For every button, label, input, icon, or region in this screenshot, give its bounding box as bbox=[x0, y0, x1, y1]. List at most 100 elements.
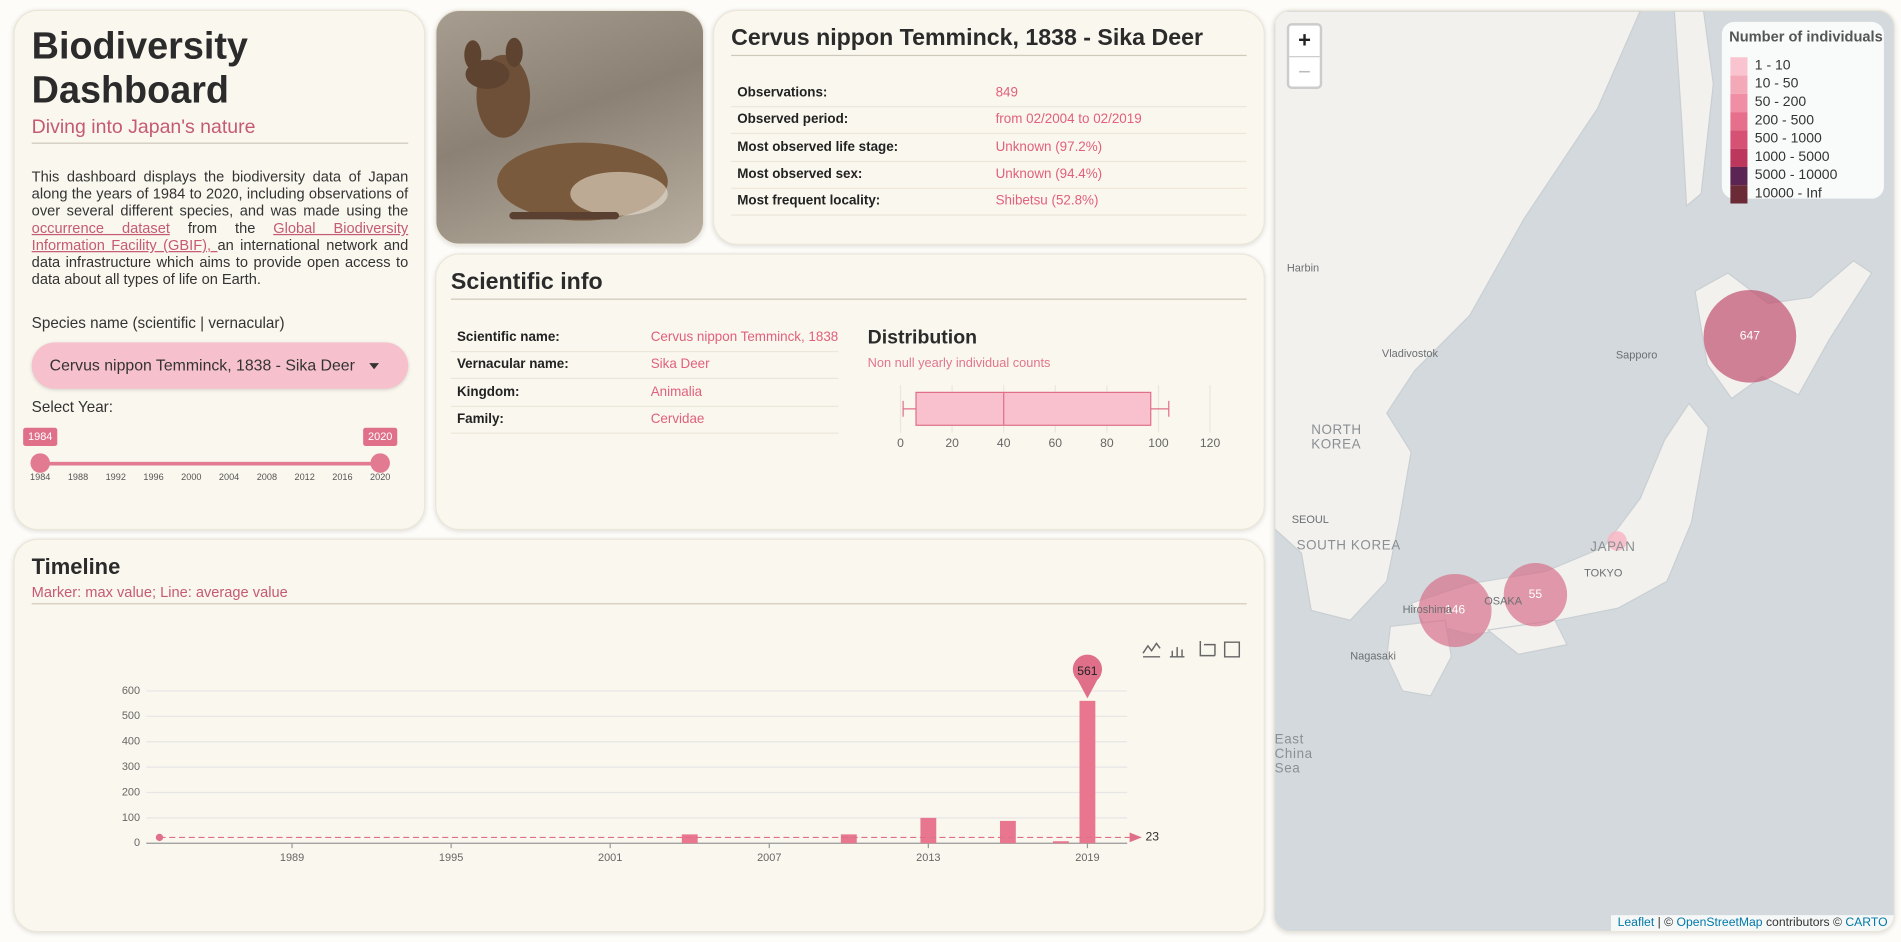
row-label: Most observed sex: bbox=[737, 166, 863, 182]
slider-value: 1984 bbox=[23, 427, 58, 447]
toolbox-icon[interactable] bbox=[1223, 641, 1241, 658]
x-tick-label: 2007 bbox=[757, 852, 781, 864]
zoom-in-button[interactable]: + bbox=[1289, 26, 1320, 58]
slider-handle[interactable] bbox=[370, 453, 390, 473]
y-tick-label: 600 bbox=[122, 685, 140, 697]
species-card bbox=[712, 9, 1265, 245]
max-label: 561 bbox=[1077, 664, 1098, 678]
place-label: JAPAN bbox=[1590, 539, 1636, 555]
place-label: Harbin bbox=[1286, 261, 1320, 275]
y-tick-label: 300 bbox=[122, 761, 140, 773]
timeline-rule bbox=[31, 603, 1247, 605]
zoom-out-button[interactable]: − bbox=[1298, 59, 1311, 85]
subtitle-rule bbox=[31, 142, 409, 144]
timeline-chart: 0 100 200 300 400 500 600 1989 1995 2001 2007 2013 2… bbox=[122, 640, 1241, 864]
map-legend: Number of individuals 1 - 10 10 - 50 50 - … bbox=[1721, 21, 1884, 204]
toolbox-icon[interactable] bbox=[1169, 647, 1185, 658]
x-tick-label: 1989 bbox=[280, 852, 304, 864]
timeline-subtitle: Marker: max value; Line: average value bbox=[31, 583, 288, 601]
row-value: Shibetsu (52.8%) bbox=[995, 193, 1099, 209]
row-label: Family: bbox=[456, 411, 504, 427]
legend-label: 50 - 200 bbox=[1754, 95, 1807, 110]
map[interactable]: 647 146 55 + − Number of individuals 1 - 1… bbox=[1273, 9, 1895, 933]
legend-label: 10 - 50 bbox=[1754, 76, 1799, 92]
place-label: SEOUL bbox=[1291, 513, 1329, 526]
legend-label: 500 - 1000 bbox=[1754, 131, 1822, 147]
y-tick-label: 200 bbox=[122, 786, 140, 798]
row-value: 849 bbox=[995, 85, 1018, 100]
zoom-control: + − bbox=[1286, 23, 1323, 89]
legend-label: 5000 - 10000 bbox=[1754, 168, 1838, 183]
bar bbox=[840, 834, 857, 844]
attribution-link[interactable]: Leaflet bbox=[1617, 916, 1655, 930]
bar bbox=[999, 820, 1016, 844]
timeline-title: Timeline bbox=[31, 554, 121, 579]
source-link[interactable]: Global Biodiversity Information Facility… bbox=[31, 219, 409, 254]
legend-swatch bbox=[1730, 112, 1748, 131]
dropdown-caret bbox=[369, 363, 379, 370]
row-label: Observed period: bbox=[737, 112, 849, 128]
row-divider bbox=[731, 187, 1247, 189]
species-label: Species name (scientific | vernacular) bbox=[31, 314, 285, 332]
cluster bbox=[1503, 562, 1568, 627]
x-tick-label: 100 bbox=[1148, 436, 1169, 450]
legend-swatch bbox=[1730, 185, 1748, 204]
dashboard-subtitle: Diving into Japan's nature bbox=[31, 116, 256, 138]
source-link[interactable]: occurrence dataset bbox=[31, 219, 170, 237]
place-label: SOUTH KOREA bbox=[1296, 538, 1401, 554]
sidebar-panel bbox=[13, 9, 426, 531]
scientific-rule bbox=[450, 298, 1247, 300]
legend-label: 1 - 10 bbox=[1754, 58, 1791, 74]
row-divider bbox=[731, 133, 1247, 135]
place-label: NORTH KOREA bbox=[1311, 422, 1362, 453]
toolbox-icon[interactable] bbox=[1142, 642, 1161, 658]
toolbox-icon[interactable] bbox=[1199, 640, 1216, 657]
species-selected: Cervus nippon Temminck, 1838 - Sika Deer bbox=[49, 355, 355, 375]
row-value: Cervus nippon Temminck, 1838 bbox=[650, 330, 839, 345]
slider-handle[interactable] bbox=[30, 453, 50, 473]
row-label: Vernacular name: bbox=[456, 357, 569, 373]
scientific-title: Scientific info bbox=[450, 269, 603, 295]
cluster-label: 146 bbox=[1445, 603, 1466, 617]
row-value: Unknown (94.4%) bbox=[995, 166, 1103, 182]
attribution-link[interactable]: OpenStreetMap bbox=[1676, 916, 1763, 930]
cluster bbox=[1703, 290, 1797, 383]
x-tick-label: 120 bbox=[1200, 436, 1221, 450]
average-start bbox=[155, 833, 164, 842]
slider-tick-label: 1984 bbox=[30, 471, 51, 483]
map-canvas: 647 146 55 bbox=[1274, 10, 1873, 697]
photo-illustration bbox=[464, 37, 668, 221]
distribution-chart: 0 20 40 60 80 100 120 bbox=[897, 385, 1221, 450]
attribution-link[interactable]: CARTO bbox=[1845, 916, 1888, 930]
dashboard-title: Biodiversity Dashboard bbox=[31, 24, 248, 111]
slider-tick-label: 2008 bbox=[256, 471, 278, 483]
slider-tick-label: 2020 bbox=[370, 471, 391, 483]
legend-swatch bbox=[1730, 57, 1748, 76]
y-tick-label: 0 bbox=[134, 837, 140, 849]
row-label: Scientific name: bbox=[456, 330, 560, 345]
legend-swatch bbox=[1730, 130, 1748, 149]
species-card-title: Cervus nippon Temminck, 1838 - Sika Deer bbox=[731, 25, 1203, 52]
row-value: Unknown (97.2%) bbox=[995, 139, 1103, 155]
slider-tick-label: 2004 bbox=[218, 471, 240, 483]
distribution-subtitle: Non null yearly individual counts bbox=[867, 355, 1051, 371]
slider-tick-label: 1996 bbox=[143, 471, 164, 483]
description-text: This dashboard displays the biodiversity… bbox=[31, 168, 409, 220]
cluster-label: 55 bbox=[1529, 587, 1543, 601]
place-label: Sapporo bbox=[1615, 348, 1658, 361]
row-label: Most observed life stage: bbox=[737, 139, 899, 155]
attribution-text: | © bbox=[1654, 916, 1677, 930]
cluster bbox=[1418, 573, 1492, 648]
species-dropdown[interactable]: Cervus nippon Temminck, 1838 - Sika Deer bbox=[31, 342, 409, 389]
row-divider bbox=[450, 432, 839, 434]
row-divider bbox=[450, 350, 839, 353]
row-label: Kingdom: bbox=[456, 384, 520, 400]
row-value: from 02/2004 to 02/2019 bbox=[995, 112, 1142, 128]
place-label: OSAKA bbox=[1484, 594, 1523, 607]
place-label: Hiroshima bbox=[1402, 603, 1452, 616]
species-photo bbox=[435, 9, 705, 245]
slider-tick-label: 2016 bbox=[332, 471, 353, 483]
slider-tick-label: 2000 bbox=[181, 471, 202, 483]
row-divider bbox=[731, 214, 1247, 216]
